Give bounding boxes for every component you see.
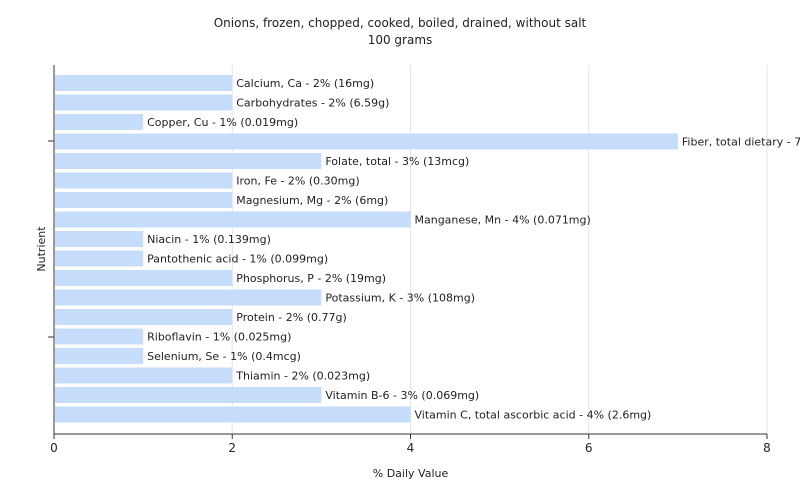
y-axis-title: Nutrient (35, 226, 48, 272)
x-tick-label-2: 4 (407, 441, 415, 455)
data-label-16: Vitamin B-6 - 3% (0.069mg) (325, 389, 479, 402)
bar-5 (55, 172, 233, 189)
bar-16 (55, 387, 322, 403)
data-label-3: Fiber, total dietary - 7% (1.8g) (682, 136, 800, 149)
bar-4 (55, 153, 322, 169)
bar-11 (55, 289, 322, 306)
x-tick-label-3: 6 (585, 441, 593, 455)
data-label-4: Folate, total - 3% (13mcg) (325, 155, 469, 168)
data-label-10: Phosphorus, P - 2% (19mg) (236, 272, 386, 285)
bar-8 (55, 231, 144, 247)
x-axis-title: % Daily Value (373, 467, 449, 480)
bar-2 (55, 114, 144, 130)
bar-14 (55, 348, 144, 364)
bar-1 (55, 94, 233, 111)
bar-7 (55, 211, 411, 228)
data-label-11: Potassium, K - 3% (108mg) (325, 292, 475, 305)
data-label-2: Copper, Cu - 1% (0.019mg) (147, 116, 298, 129)
bar-12 (55, 309, 233, 325)
bar-9 (55, 250, 144, 267)
bar-15 (55, 367, 233, 384)
bar-13 (55, 328, 144, 345)
data-label-14: Selenium, Se - 1% (0.4mcg) (147, 350, 301, 363)
data-label-12: Protein - 2% (0.77g) (236, 311, 347, 324)
data-label-6: Magnesium, Mg - 2% (6mg) (236, 194, 388, 207)
data-label-8: Niacin - 1% (0.139mg) (147, 233, 271, 246)
data-label-0: Calcium, Ca - 2% (16mg) (236, 77, 374, 90)
bar-3 (55, 133, 678, 150)
bar-10 (55, 270, 233, 286)
chart-subtitle: 100 grams (367, 33, 433, 47)
bar-0 (55, 75, 233, 91)
bar-6 (55, 192, 233, 208)
bar-17 (55, 406, 411, 423)
x-tick-label-1: 2 (228, 441, 236, 455)
data-label-15: Thiamin - 2% (0.023mg) (235, 370, 370, 383)
x-tick-label-0: 0 (50, 441, 58, 455)
data-label-9: Pantothenic acid - 1% (0.099mg) (147, 253, 328, 266)
data-label-13: Riboflavin - 1% (0.025mg) (147, 331, 291, 344)
data-label-17: Vitamin C, total ascorbic acid - 4% (2.6… (415, 409, 652, 422)
x-tick-label-4: 8 (763, 441, 771, 455)
data-label-5: Iron, Fe - 2% (0.30mg) (236, 175, 359, 188)
data-label-7: Manganese, Mn - 4% (0.071mg) (415, 214, 591, 227)
data-label-1: Carbohydrates - 2% (6.59g) (236, 97, 389, 110)
chart-title: Onions, frozen, chopped, cooked, boiled,… (213, 16, 587, 30)
